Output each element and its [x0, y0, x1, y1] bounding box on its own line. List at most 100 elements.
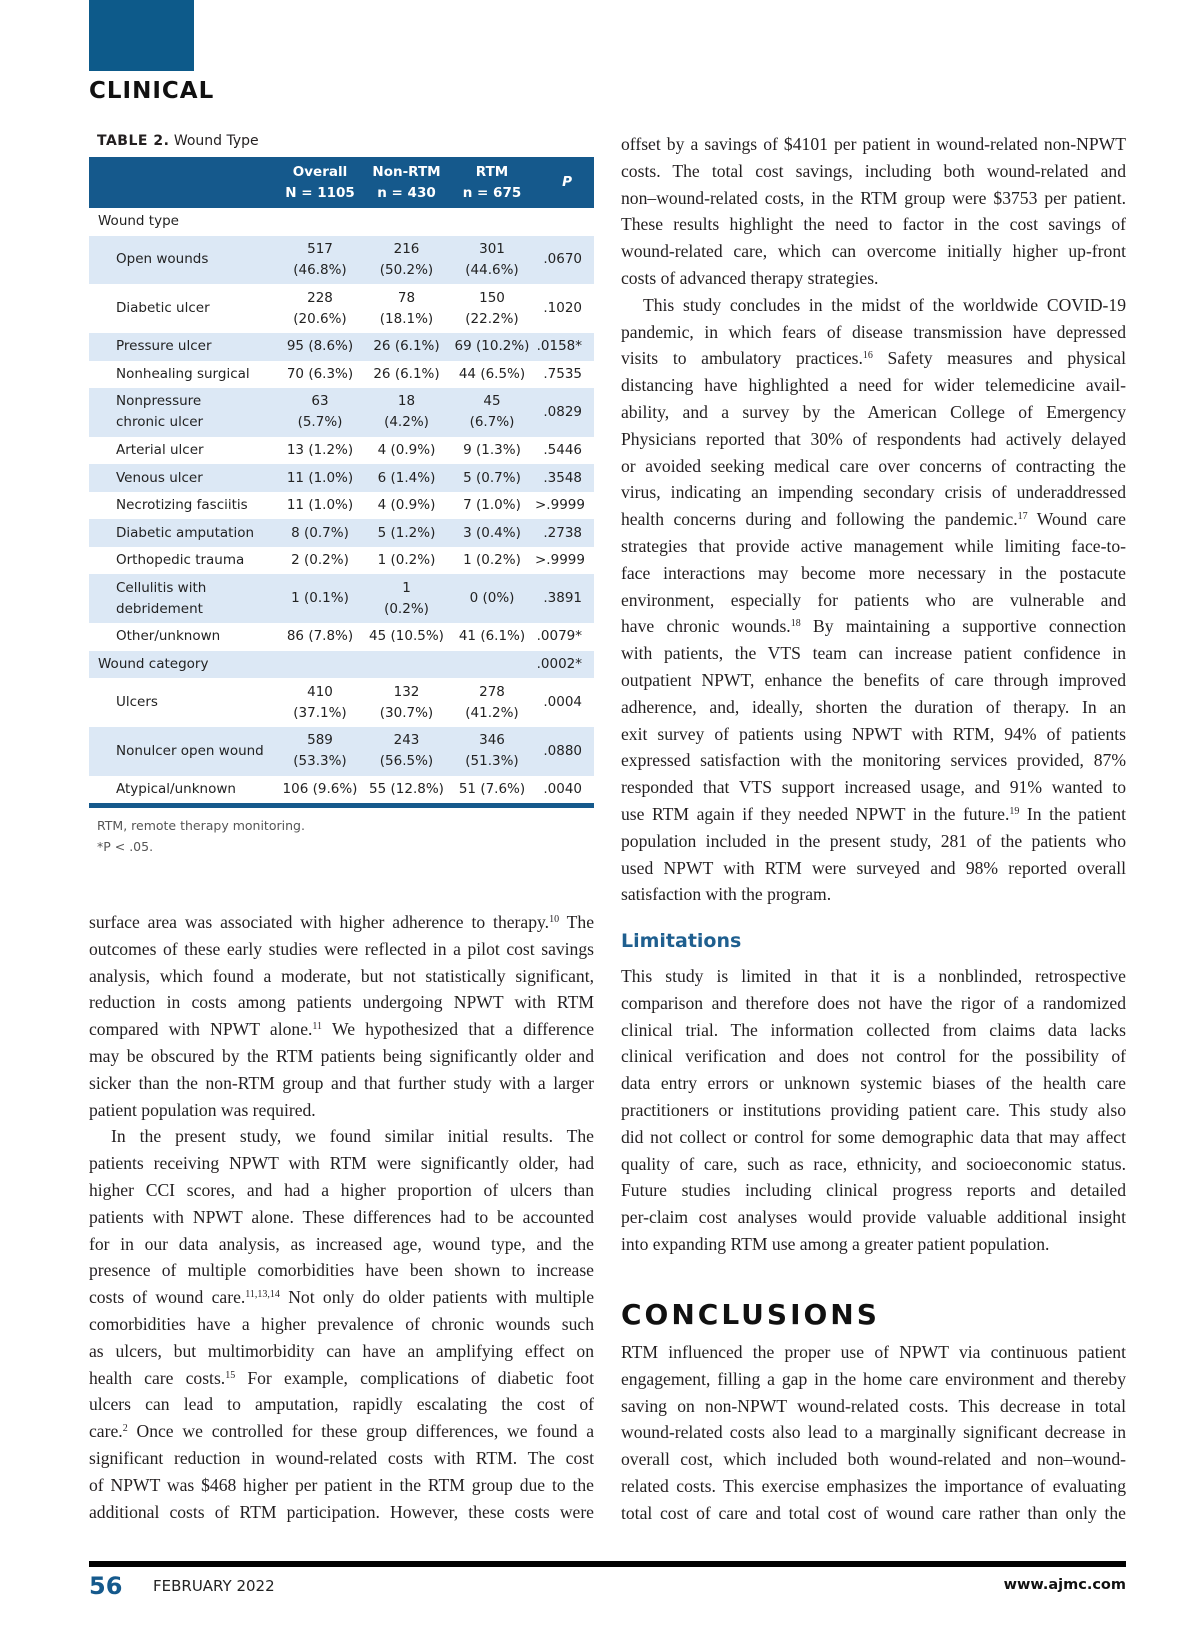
- cell-p: .0829: [535, 388, 594, 437]
- cell-label: Ulcers: [116, 694, 158, 711]
- cell-label: Pressure ulcer: [89, 333, 276, 361]
- text-run: additional costs of RTM participation. H…: [89, 1501, 594, 1522]
- text-run: have chronic wounds.: [621, 616, 791, 637]
- limitations-heading: Limitations: [621, 930, 742, 952]
- text-line: patients with NPWT alone. These differen…: [89, 1204, 594, 1231]
- table-caption: TABLE 2. Wound Type: [97, 133, 259, 149]
- text-run: costs. The total cost savings, including…: [621, 160, 1126, 181]
- text-run: compared with NPWT alone.: [89, 1019, 313, 1040]
- cell-non-rtm: [364, 208, 449, 236]
- citation-reference: 19: [1009, 805, 1020, 817]
- cell-overall: 8 (0.7%): [276, 519, 364, 547]
- text-run: responded that VTS support increased usa…: [621, 777, 1126, 798]
- website-link[interactable]: www.ajmc.com: [1003, 1577, 1126, 1593]
- text-run: surface area was associated with higher …: [89, 912, 550, 932]
- text-run: costs of advanced therapy strategies.: [621, 267, 879, 288]
- cell-overall: 410 (37.1%): [293, 683, 347, 721]
- cell-label: Wound type: [98, 213, 179, 230]
- text-line: costs of advanced therapy strategies.: [621, 265, 1126, 292]
- cell-overall: 2 (0.2%): [291, 552, 349, 569]
- text-run: saving on non-NPWT wound-related costs. …: [621, 1395, 1126, 1416]
- brand-color-block: [89, 0, 194, 71]
- text-run: per-claim cost analyses would provide va…: [621, 1207, 1126, 1228]
- text-line: RTM influenced the proper use of NPWT vi…: [621, 1339, 1126, 1366]
- text-line: practitioners or institutions providing …: [621, 1097, 1126, 1124]
- text-line: as ulcers, but multimorbidity can have a…: [89, 1338, 594, 1365]
- text-run: may be obscured by the RTM patients bein…: [89, 1045, 594, 1066]
- cell-rtm: 3 (0.4%): [449, 519, 535, 547]
- cell-label: Cellulitis with debridement: [89, 574, 276, 624]
- text-run: Once we controlled for these group diffe…: [127, 1421, 594, 1442]
- text-line: costs. The total cost savings, including…: [621, 158, 1126, 185]
- cell-non-rtm: 78 (18.1%): [379, 289, 434, 327]
- cell-p: .0002*: [535, 650, 594, 679]
- text-line: per-claim cost analyses would provide va…: [621, 1204, 1126, 1231]
- text-run: Wound care: [1027, 509, 1126, 530]
- text-line: environment, especially for patients who…: [621, 587, 1126, 614]
- text-line: Physicians reported that 30% of responde…: [621, 426, 1126, 453]
- column-header: Overall N = 1105: [276, 157, 364, 208]
- text-run: These results highlight the need to fact…: [621, 214, 1126, 235]
- cell-rtm: [449, 208, 535, 236]
- cell-p: .0040: [535, 775, 594, 809]
- cell-rtm: 5 (0.7%): [449, 464, 535, 492]
- column-header-count: n = 430: [377, 184, 436, 201]
- text-line: outpatient NPWT, enhance the benefits of…: [621, 667, 1126, 694]
- text-line: did not collect or control for some demo…: [621, 1124, 1126, 1151]
- cell-label: Diabetic amputation: [89, 519, 276, 547]
- column-header: [89, 157, 276, 208]
- text-run: use RTM again if they needed NPWT in the…: [621, 803, 1010, 824]
- cell-rtm: 44 (6.5%): [458, 365, 526, 382]
- text-line: sicker than the non-RTM group and that f…: [89, 1070, 594, 1097]
- text-run: patient population was required.: [89, 1099, 316, 1120]
- table-header-row: Overall N = 1105 Non-RTM n = 430 RTM n = 675 P: [89, 157, 594, 208]
- section-label: CLINICAL: [89, 78, 215, 104]
- table-section-row: Wound type: [89, 208, 594, 236]
- text-line: reduction in costs among patients underg…: [89, 989, 594, 1016]
- cell-rtm: 150 (22.2%): [465, 289, 519, 327]
- text-line: ability, and a survey by the American Co…: [621, 399, 1126, 426]
- cell-rtm: 7 (1.0%): [463, 497, 521, 514]
- column-header-label: RTM: [475, 163, 509, 180]
- cell-overall: 11 (1.0%): [276, 464, 364, 492]
- text-run: total cost of care and total cost of wou…: [621, 1502, 1126, 1523]
- cell-rtm: 278 (41.2%): [465, 683, 519, 721]
- text-run: strategies that provide active managemen…: [621, 535, 1126, 556]
- text-line: visits to ambulatory practices.16 Safety…: [621, 345, 1126, 372]
- cell-non-rtm: 4 (0.9%): [377, 442, 436, 459]
- text-run: environment, especially for patients who…: [621, 589, 1126, 610]
- cell-rtm: 301 (44.6%): [449, 235, 535, 285]
- text-line: quality of care, such as race, ethnicity…: [621, 1151, 1126, 1178]
- text-line: health concerns during and following the…: [621, 506, 1126, 533]
- cell-non-rtm: 55 (12.8%): [364, 775, 449, 809]
- cell-label: Atypical/unknown: [89, 775, 276, 809]
- cell-p: .3891: [535, 574, 594, 624]
- text-run: of NPWT was $468 higher per patient in t…: [89, 1474, 594, 1495]
- cell-overall: 95 (8.6%): [276, 333, 364, 361]
- text-run: expressed satisfaction with the monitori…: [621, 750, 1126, 771]
- text-line: with patients, the VTS team can increase…: [621, 640, 1126, 667]
- text-run: into expanding RTM use among a greater p…: [621, 1233, 1050, 1254]
- text-line: population included in the present study…: [621, 828, 1126, 855]
- table-row: Nonhealing surgical 70 (6.3%) 26 (6.1%) 44 …: [89, 361, 594, 389]
- text-line: costs of wound care.11,13,14 Not only do…: [89, 1284, 594, 1311]
- text-line: face interactions may become more necess…: [621, 560, 1126, 587]
- cell-non-rtm: 45 (10.5%): [369, 628, 444, 645]
- text-run: engagement, filling a gap in the home ca…: [621, 1368, 1126, 1389]
- paragraph: surface area was associated with higher …: [89, 909, 594, 1123]
- cell-overall: 228 (20.6%): [293, 289, 347, 327]
- text-run: reduction in costs among patients underg…: [89, 992, 594, 1013]
- cell-non-rtm: 18 (4.2%): [364, 388, 449, 437]
- text-line: distancing have highlighted a need for w…: [621, 372, 1126, 399]
- cell-non-rtm: 132 (30.7%): [379, 683, 434, 721]
- cell-overall: 11 (1.0%): [286, 497, 354, 514]
- text-run: health care costs.: [89, 1367, 226, 1388]
- cell-label: Other/unknown: [116, 628, 221, 645]
- cell-rtm: 9 (1.3%): [463, 442, 521, 459]
- table-row: Cellulitis with debridement 1 (0.1%) 1 (0.…: [89, 574, 594, 624]
- table-row: Pressure ulcer 95 (8.6%) 26 (6.1%) 69 (10.2…: [89, 333, 594, 361]
- table-row: Nonpressure chronic ulcer 63 (5.7%) 18 (4.…: [89, 388, 594, 437]
- text-run: face interactions may become more necess…: [621, 562, 1126, 583]
- cell-label: Wound category: [89, 650, 276, 679]
- text-run: data entry errors or unknown systemic bi…: [621, 1073, 1126, 1094]
